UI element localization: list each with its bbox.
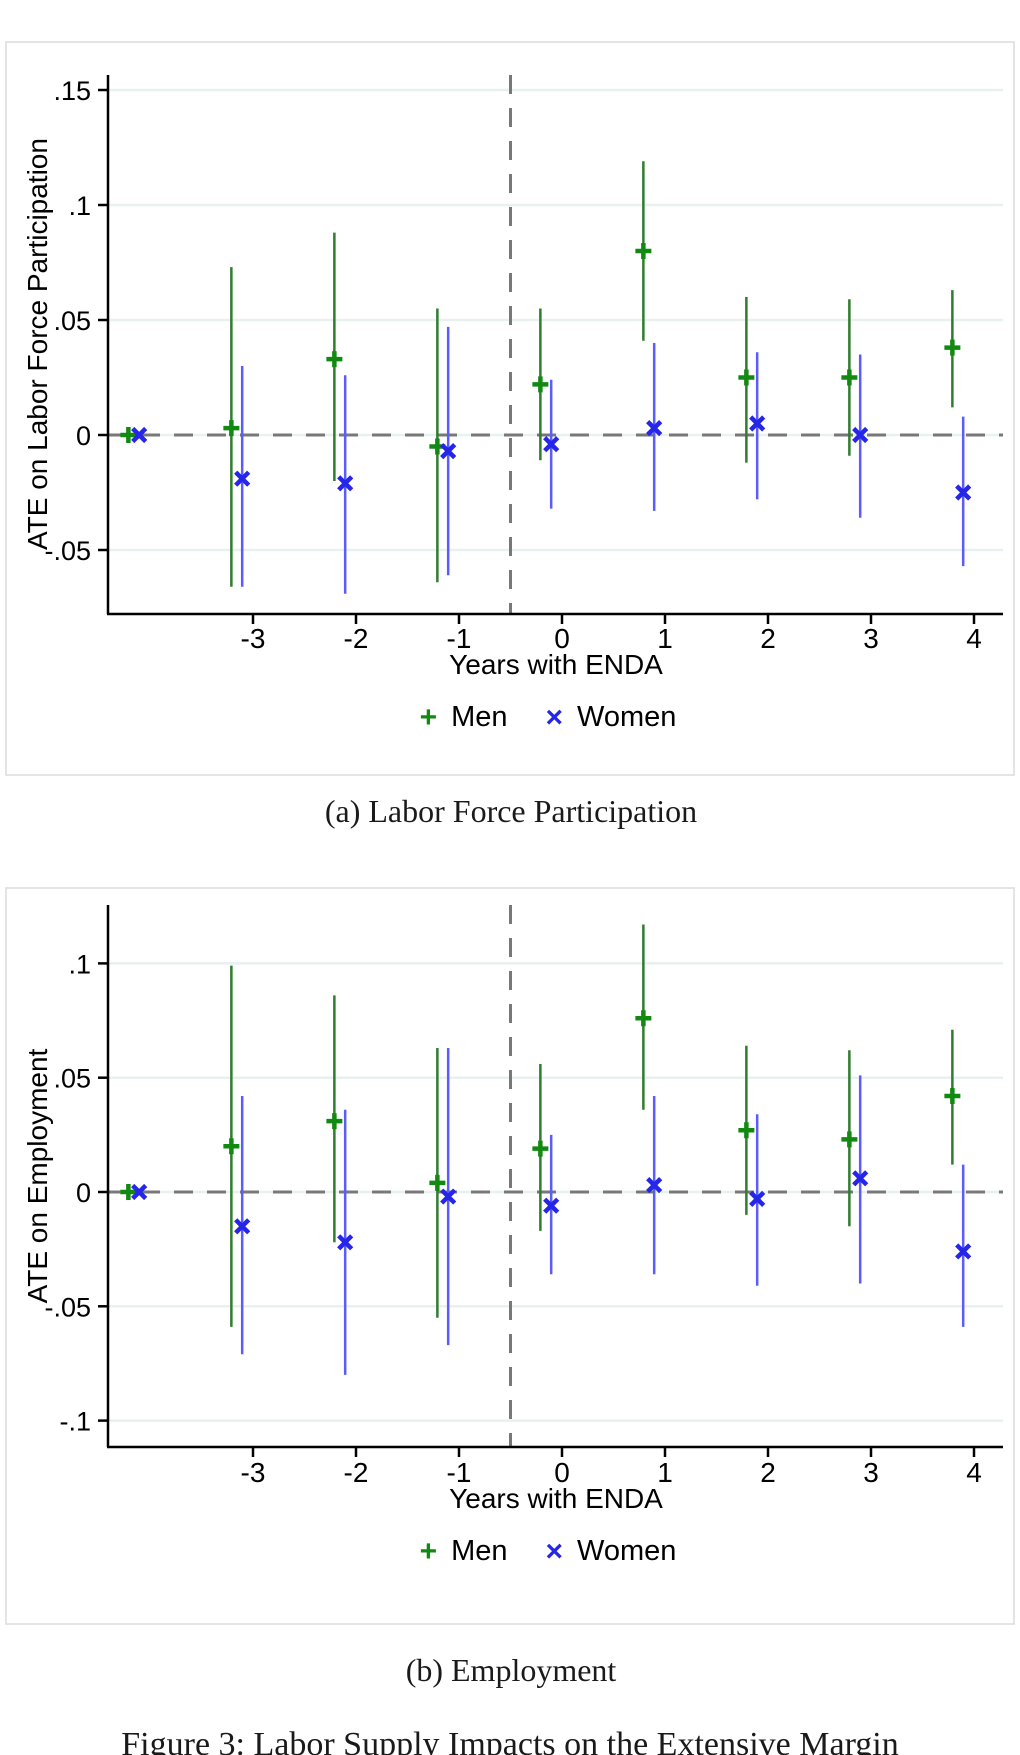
women-x-marker	[234, 1218, 251, 1235]
x-tick-label: 2	[760, 623, 776, 654]
men-plus-marker	[223, 420, 240, 437]
panel-a-legend-entry-men: + Men	[420, 701, 508, 734]
x-tick-label: 4	[966, 623, 982, 654]
x-tick-label: 4	[966, 1457, 982, 1488]
women-x-marker	[646, 420, 663, 437]
women-x-marker	[337, 1234, 354, 1251]
y-tick-label: -.05	[44, 1292, 91, 1322]
women-x-marker	[440, 443, 457, 460]
legend-label-women: Women	[577, 1535, 677, 1567]
men-plus-marker	[944, 1087, 961, 1104]
men-plus-marker	[944, 339, 961, 356]
x-tick-label: 1	[657, 1457, 673, 1488]
graph-frame	[5, 41, 1015, 776]
men-plus-marker	[120, 1184, 137, 1200]
x-tick-label: -1	[447, 1457, 472, 1488]
women-x-marker	[234, 470, 251, 487]
women-x-marker	[852, 1170, 869, 1187]
women-x-marker	[131, 1183, 148, 1201]
y-tick-label: .1	[68, 949, 91, 979]
x-tick-label: 1	[657, 623, 673, 654]
men-plus-marker	[326, 1113, 343, 1130]
women-x-marker	[646, 1177, 663, 1194]
men-plus-marker	[635, 243, 652, 259]
x-tick-label: -3	[241, 1457, 266, 1488]
y-tick-label: .1	[68, 191, 91, 221]
men-plus-marker	[635, 1010, 652, 1027]
y-tick-label: 0	[76, 1178, 91, 1208]
women-x-marker	[543, 1197, 560, 1214]
x-tick-label: -2	[344, 1457, 369, 1488]
women-x-marker	[131, 426, 148, 444]
panel-a-legend-entry-women: × Women	[546, 701, 677, 734]
panel-a-y-axis-title: ATE on Labor Force Participation	[22, 138, 53, 550]
x-tick-label: 0	[554, 623, 570, 654]
y-tick-label: .15	[53, 76, 91, 106]
women-x-marker	[955, 484, 972, 501]
x-tick-label: -1	[447, 623, 472, 654]
y-tick-label: .05	[53, 1064, 91, 1094]
women-x-marker	[749, 415, 766, 432]
women-x-marker	[440, 1188, 457, 1205]
panel-a-x-axis-title: Years with ENDA	[449, 649, 663, 680]
x-tick-label: -3	[241, 623, 266, 654]
women-x-marker	[543, 436, 560, 453]
panel-b-caption: (b) Employment	[405, 1652, 617, 1688]
men-plus-marker	[532, 1140, 549, 1157]
x-tick-label: -2	[344, 623, 369, 654]
men-plus-marker-icon: +	[419, 700, 438, 734]
men-plus-marker	[223, 1138, 240, 1155]
panel-b-y-axis-title: ATE on Employment	[22, 1048, 53, 1304]
panel-b-legend-entry-men: + Men	[420, 1535, 508, 1568]
panel-b-legend-entry-women: × Women	[546, 1535, 677, 1568]
y-tick-label: -.05	[44, 536, 91, 566]
men-plus-marker	[532, 376, 549, 393]
women-x-marker-icon: ×	[545, 700, 564, 734]
legend-label-women: Women	[577, 701, 677, 733]
figure-caption: Figure 3: Labor Supply Impacts on the Ex…	[121, 1726, 899, 1755]
men-plus-marker	[429, 1174, 446, 1191]
x-tick-label: 3	[863, 1457, 879, 1488]
men-plus-marker	[326, 351, 343, 368]
men-plus-marker	[841, 369, 858, 386]
women-x-marker	[955, 1243, 972, 1260]
y-tick-label: -.1	[59, 1407, 91, 1437]
men-plus-marker-icon: +	[419, 1534, 438, 1568]
men-plus-marker	[120, 427, 137, 443]
graph-frame	[5, 887, 1015, 1625]
women-x-marker	[337, 475, 354, 492]
men-plus-marker	[738, 369, 755, 386]
men-plus-marker	[738, 1122, 755, 1139]
women-x-marker	[749, 1190, 766, 1207]
x-tick-label: 3	[863, 623, 879, 654]
panel-a-caption: (a) Labor Force Participation	[324, 793, 698, 829]
x-tick-label: 0	[554, 1457, 570, 1488]
men-plus-marker	[841, 1131, 858, 1148]
panel-a-legend: + Men × Women	[420, 701, 677, 734]
panel-b-x-axis-title: Years with ENDA	[449, 1483, 663, 1514]
y-tick-label: 0	[76, 421, 91, 451]
women-x-marker	[852, 426, 869, 444]
women-x-marker-icon: ×	[545, 1534, 564, 1568]
legend-label-men: Men	[451, 1535, 508, 1567]
legend-label-men: Men	[451, 701, 508, 733]
panel-b-legend: + Men × Women	[420, 1535, 677, 1568]
y-tick-label: .05	[53, 306, 91, 336]
x-tick-label: 2	[760, 1457, 776, 1488]
